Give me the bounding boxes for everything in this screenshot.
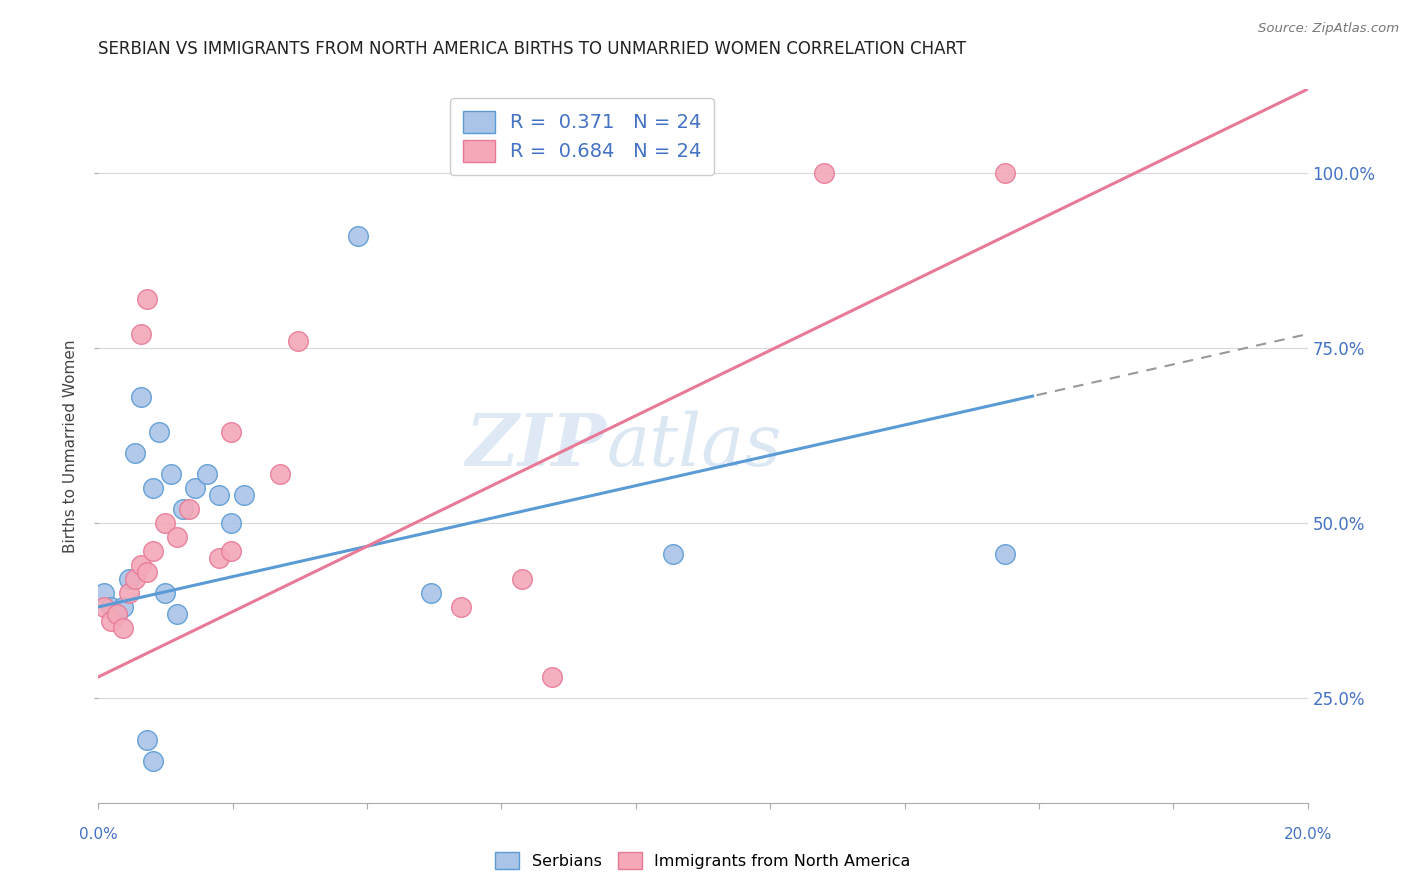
Point	[118, 572, 141, 586]
Point	[347, 229, 370, 244]
Point	[111, 599, 134, 614]
Text: atlas: atlas	[606, 410, 782, 482]
Point	[540, 670, 562, 684]
Point	[148, 425, 170, 439]
Point	[124, 572, 146, 586]
Point	[105, 607, 128, 621]
Point	[135, 292, 157, 306]
Point	[129, 327, 152, 342]
Point	[142, 754, 165, 768]
Point	[208, 488, 231, 502]
Legend: R =  0.371   N = 24, R =  0.684   N = 24: R = 0.371 N = 24, R = 0.684 N = 24	[450, 98, 714, 175]
Point	[813, 166, 835, 180]
Point	[93, 586, 115, 600]
Point	[166, 607, 188, 621]
Point	[287, 334, 309, 348]
Point	[153, 516, 176, 530]
Point	[232, 488, 254, 502]
Point	[994, 166, 1017, 180]
Point	[124, 446, 146, 460]
Point	[172, 502, 194, 516]
Point	[662, 548, 685, 562]
Point	[221, 544, 243, 558]
Point	[420, 586, 443, 600]
Point	[153, 586, 176, 600]
Point	[118, 586, 141, 600]
Point	[111, 621, 134, 635]
Point	[269, 467, 291, 481]
Point	[450, 599, 472, 614]
Text: Source: ZipAtlas.com: Source: ZipAtlas.com	[1258, 22, 1399, 36]
Point	[184, 481, 207, 495]
Point	[135, 732, 157, 747]
Point	[994, 548, 1017, 562]
Point	[105, 607, 128, 621]
Legend: Serbians, Immigrants from North America: Serbians, Immigrants from North America	[486, 845, 920, 877]
Point	[179, 502, 201, 516]
Text: ZIP: ZIP	[465, 410, 606, 482]
Point	[135, 565, 157, 579]
Point	[195, 467, 218, 481]
Point	[166, 530, 188, 544]
Point	[221, 425, 243, 439]
Point	[208, 550, 231, 565]
Point	[142, 481, 165, 495]
Point	[142, 544, 165, 558]
Point	[510, 572, 533, 586]
Point	[160, 467, 183, 481]
Point	[129, 558, 152, 572]
Text: 20.0%: 20.0%	[1284, 827, 1331, 841]
Point	[100, 614, 122, 628]
Point	[93, 599, 115, 614]
Point	[221, 516, 243, 530]
Point	[129, 390, 152, 404]
Text: SERBIAN VS IMMIGRANTS FROM NORTH AMERICA BIRTHS TO UNMARRIED WOMEN CORRELATION C: SERBIAN VS IMMIGRANTS FROM NORTH AMERICA…	[98, 40, 966, 58]
Text: 0.0%: 0.0%	[79, 827, 118, 841]
Point	[100, 599, 122, 614]
Y-axis label: Births to Unmarried Women: Births to Unmarried Women	[63, 339, 79, 553]
